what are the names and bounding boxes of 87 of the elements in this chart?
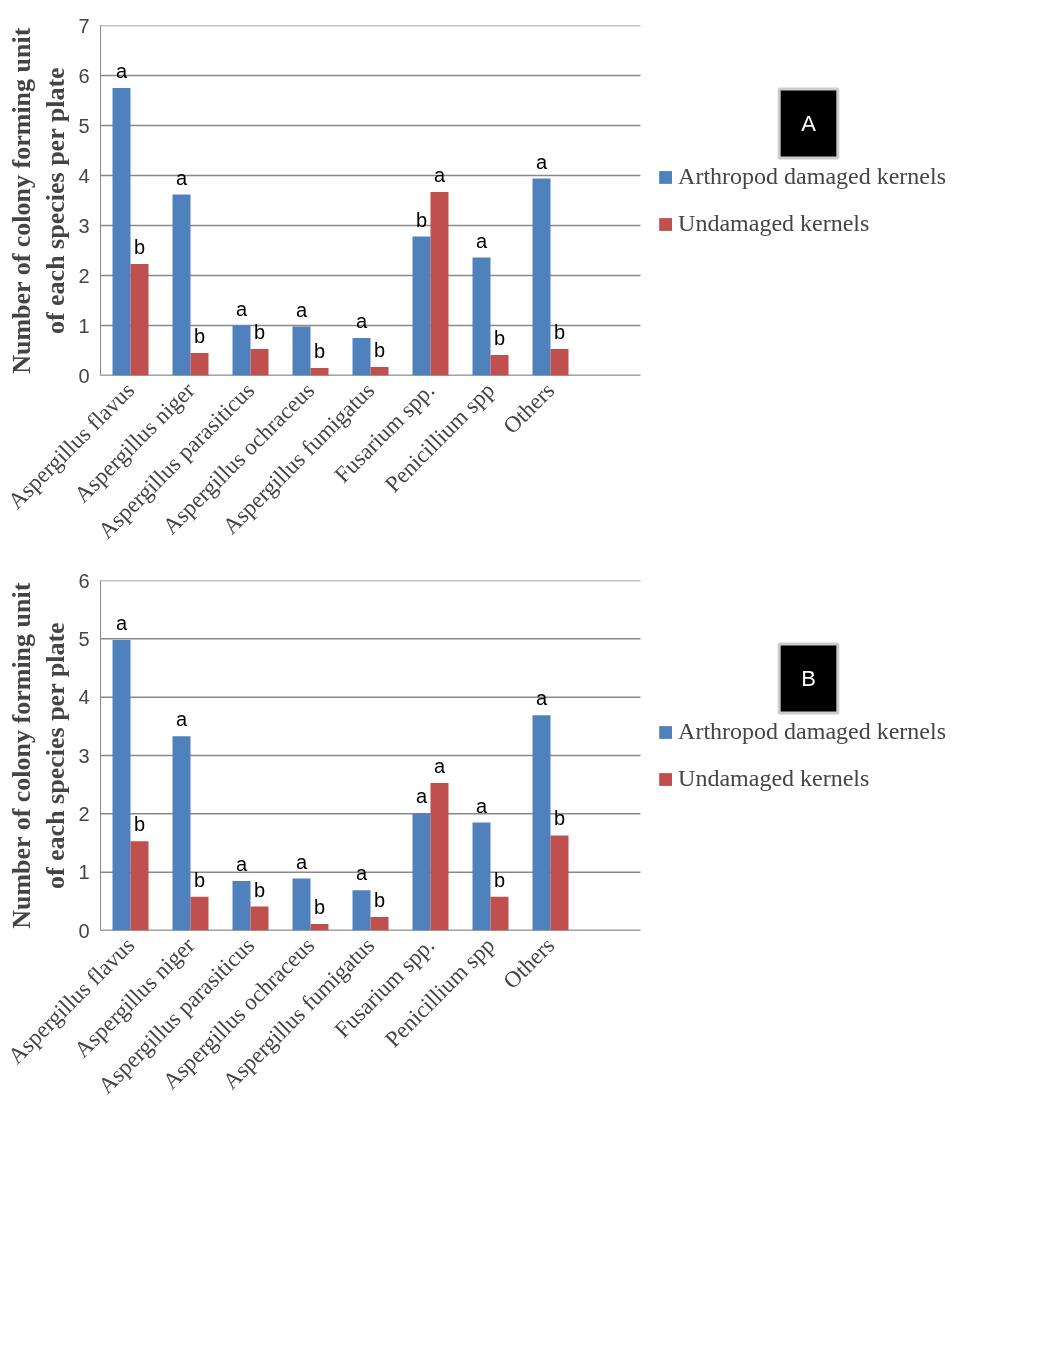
bar — [172, 194, 191, 376]
y-tick-label: 7 — [78, 14, 90, 37]
data-label: a — [535, 150, 548, 173]
bar — [292, 326, 311, 376]
bar — [430, 782, 449, 931]
bar — [472, 257, 491, 376]
data-label: b — [553, 807, 566, 830]
data-label: a — [115, 612, 128, 634]
bar — [250, 906, 269, 931]
y-tick-label: 5 — [78, 627, 90, 650]
data-label: b — [253, 878, 266, 901]
bar — [490, 896, 509, 931]
bar — [352, 338, 371, 376]
data-label: a — [535, 687, 548, 710]
data-label: b — [253, 321, 266, 343]
y-tick-label: 0 — [78, 364, 90, 387]
legend-label: Undamaged kernels — [678, 210, 870, 237]
data-label: b — [493, 327, 506, 349]
bar — [370, 367, 389, 376]
bar — [532, 178, 551, 376]
data-label: a — [355, 862, 368, 885]
bar — [430, 192, 449, 376]
data-label: a — [433, 754, 446, 777]
y-tick-label: 3 — [78, 744, 90, 767]
data-label: b — [313, 340, 326, 362]
y-tick-label: 1 — [78, 314, 90, 337]
data-label: b — [373, 339, 386, 361]
data-label: a — [475, 229, 488, 252]
legend-label: Undamaged kernels — [678, 765, 870, 792]
bar — [412, 813, 431, 931]
data-label: b — [193, 868, 206, 891]
bar — [310, 368, 329, 376]
text: A — [801, 111, 817, 136]
bar — [232, 880, 251, 931]
bar — [112, 88, 131, 376]
bar — [352, 890, 371, 931]
data-label: a — [295, 850, 308, 873]
bar — [250, 349, 269, 376]
data-label: a — [175, 166, 188, 189]
y-tick-label: 4 — [78, 164, 90, 187]
bar — [190, 896, 209, 931]
data-label: a — [433, 164, 446, 186]
y-axis-title: Number of colony forming unit of each species per plate — [6, 27, 71, 374]
data-label: b — [133, 813, 146, 836]
bar — [550, 349, 569, 376]
bar — [370, 917, 389, 931]
text: B — [801, 666, 816, 691]
y-tick-label: 0 — [78, 919, 90, 942]
data-label: b — [193, 325, 206, 347]
bar — [412, 236, 431, 376]
data-label: b — [133, 236, 146, 258]
data-label: a — [115, 60, 128, 82]
bar — [532, 715, 551, 931]
data-label: a — [235, 297, 248, 320]
bar — [172, 736, 191, 931]
bar — [130, 264, 149, 376]
y-tick-label: 1 — [78, 861, 90, 884]
data-label: b — [415, 208, 428, 231]
data-label: a — [295, 298, 308, 321]
bar — [112, 640, 131, 931]
bar — [472, 822, 491, 931]
y-tick-label: 5 — [78, 114, 90, 137]
bar — [550, 835, 569, 931]
data-label: a — [235, 852, 248, 875]
y-tick-label: 3 — [78, 214, 90, 237]
data-label: a — [355, 310, 368, 332]
y-axis-title: Number of colony forming unit of each species per plate — [6, 582, 71, 929]
bar — [310, 924, 329, 931]
data-label: a — [175, 708, 188, 731]
y-tick-label: 6 — [78, 569, 90, 592]
data-label: b — [493, 868, 506, 891]
bar — [490, 355, 509, 376]
bar — [232, 325, 251, 376]
data-label: a — [475, 794, 488, 817]
data-label: b — [313, 896, 326, 919]
bar — [292, 878, 311, 931]
legend-label: Arthropod damaged kernels — [678, 718, 946, 745]
y-tick-label: 2 — [78, 802, 90, 825]
data-label: b — [373, 889, 386, 912]
y-tick-label: 2 — [78, 264, 90, 287]
data-label: b — [553, 321, 566, 343]
legend-label: Arthropod damaged kernels — [678, 163, 946, 190]
bar — [130, 841, 149, 931]
data-label: a — [415, 785, 428, 808]
y-tick-label: 4 — [78, 686, 90, 709]
y-tick-label: 6 — [78, 64, 90, 87]
bar — [190, 353, 209, 376]
